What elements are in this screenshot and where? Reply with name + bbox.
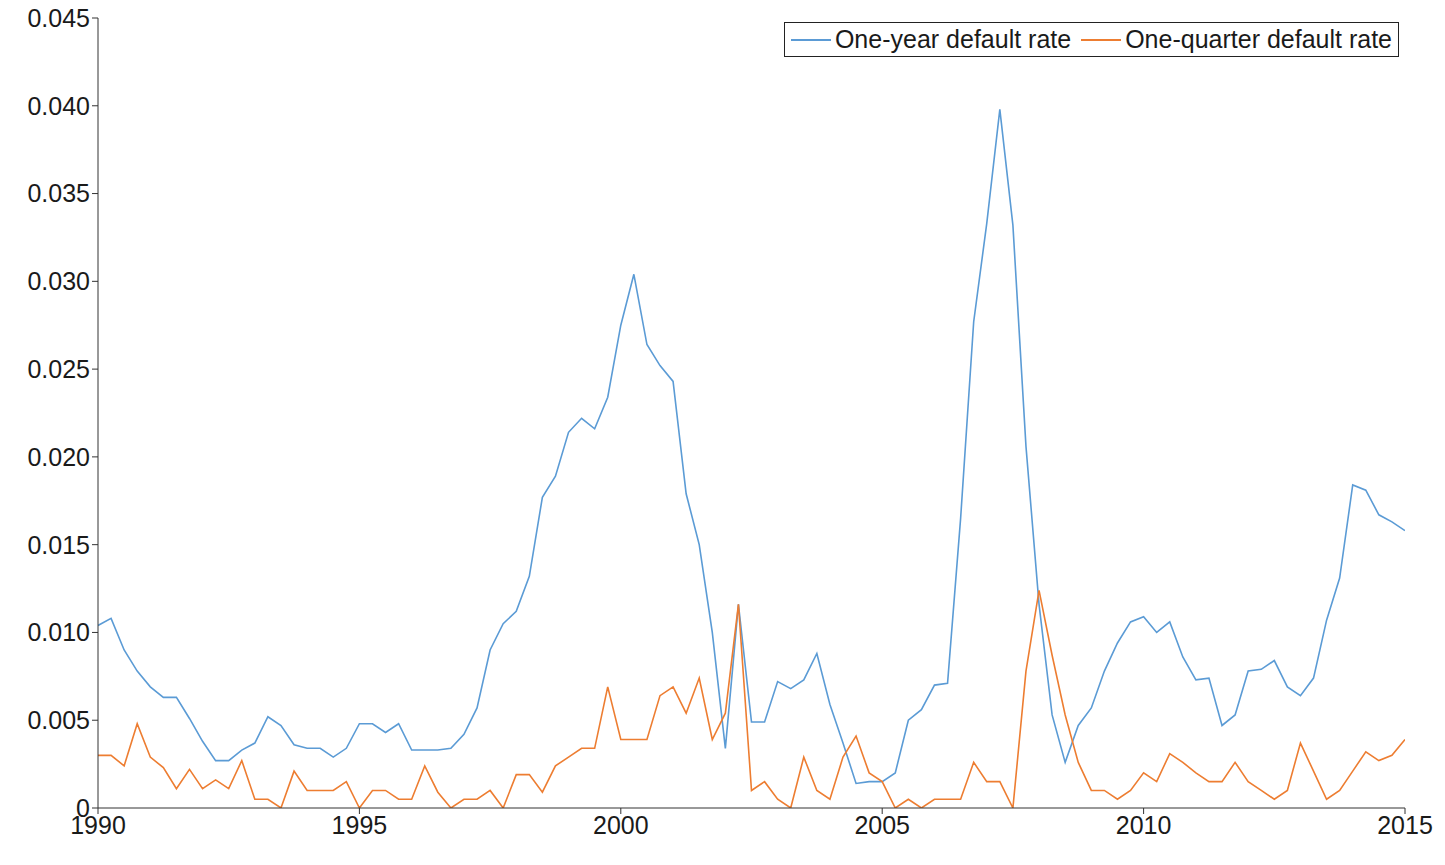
html-text:One-quarter default rate: One-quarter default rate (1125, 25, 1392, 53)
svg-text:2000: 2000 (593, 811, 649, 839)
svg-text:2010: 2010 (1116, 811, 1172, 839)
svg-text:2005: 2005 (854, 811, 910, 839)
svg-text:0.010: 0.010 (27, 618, 90, 646)
svg-text:1995: 1995 (332, 811, 388, 839)
svg-text:0.030: 0.030 (27, 267, 90, 295)
svg-text:0.025: 0.025 (27, 355, 90, 383)
svg-text:0.035: 0.035 (27, 179, 90, 207)
svg-text:0.015: 0.015 (27, 531, 90, 559)
svg-text:2015: 2015 (1377, 811, 1433, 839)
svg-text:0.045: 0.045 (27, 4, 90, 32)
svg-text:0: 0 (76, 794, 90, 822)
svg-text:0.020: 0.020 (27, 443, 90, 471)
svg-text:0.040: 0.040 (27, 92, 90, 120)
svg-text:0.005: 0.005 (27, 706, 90, 734)
svg-text:1990: 1990 (70, 810, 126, 839)
html-text:One-year default rate: One-year default rate (834, 25, 1072, 53)
